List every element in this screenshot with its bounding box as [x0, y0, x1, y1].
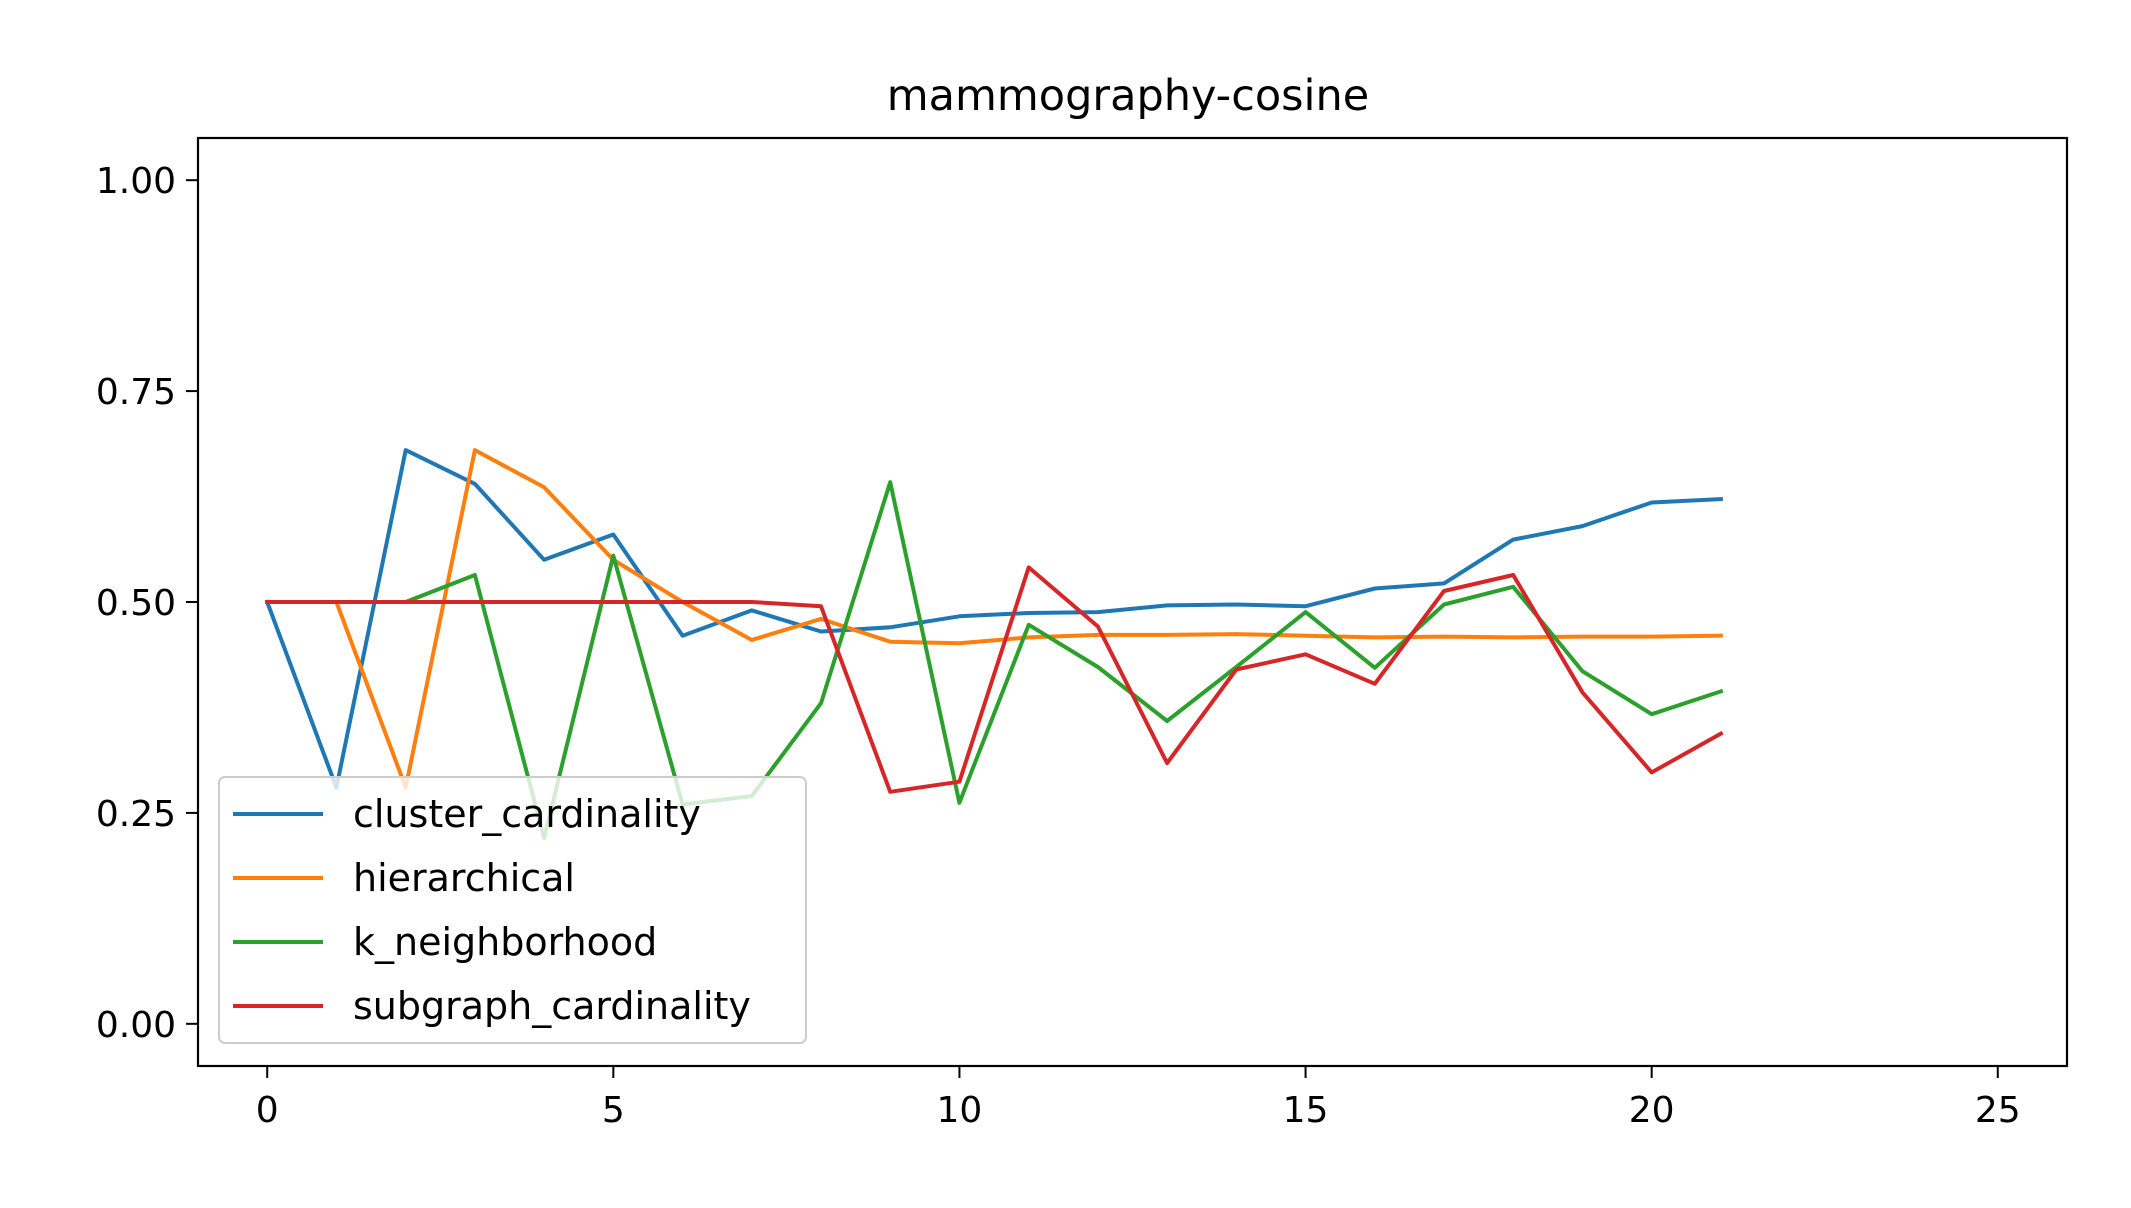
- x-tick-label: 25: [1975, 1090, 2021, 1131]
- x-tick-label: 20: [1629, 1090, 1675, 1131]
- x-tick-label: 5: [602, 1090, 625, 1131]
- plot-area: [264, 448, 1724, 841]
- axes: 0 5 10 15 20 25 0.00 0.25 0.50 0.75 1.00: [96, 136, 2069, 1131]
- legend-label-hierarchical: hierarchical: [353, 856, 575, 900]
- x-tick-label: 10: [937, 1090, 983, 1131]
- y-tick-label: 0.25: [96, 794, 176, 835]
- legend-label-cluster_cardinality: cluster_cardinality: [353, 792, 701, 836]
- series-line-hierarchical: [265, 448, 1723, 790]
- legend: cluster_cardinality hierarchical k_neighbo…: [218, 776, 807, 1044]
- x-tick-label: 15: [1283, 1090, 1329, 1131]
- y-tick-label: 1.00: [96, 161, 176, 202]
- series-line-subgraph_cardinality: [265, 565, 1724, 794]
- y-tick-label: 0.50: [96, 583, 176, 624]
- series-line-cluster_cardinality: [264, 448, 1723, 790]
- x-tick-label: 0: [256, 1090, 279, 1131]
- y-tick-label: 0.00: [96, 1005, 176, 1046]
- chart-title: mammography-cosine: [887, 71, 1369, 121]
- legend-label-k_neighborhood: k_neighborhood: [353, 920, 657, 964]
- legend-box: [218, 776, 807, 1044]
- y-tick-label: 0.75: [96, 372, 176, 413]
- legend-label-subgraph_cardinality: subgraph_cardinality: [353, 984, 751, 1028]
- series-line-k_neighborhood: [265, 480, 1724, 841]
